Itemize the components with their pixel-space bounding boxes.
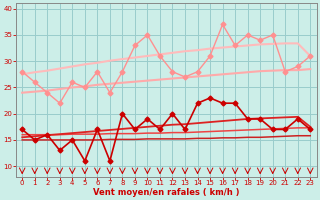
X-axis label: Vent moyen/en rafales ( km/h ): Vent moyen/en rafales ( km/h ) bbox=[93, 188, 239, 197]
